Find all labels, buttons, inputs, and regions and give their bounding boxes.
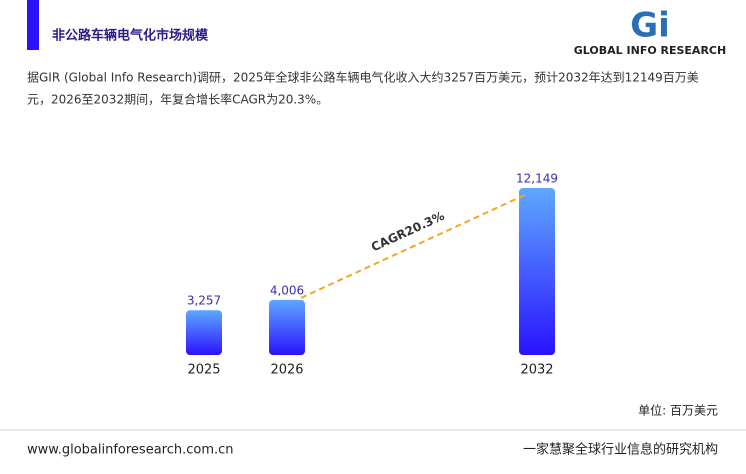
x-tick-label: 2032 — [520, 363, 553, 378]
value-label: 3,257 — [187, 294, 221, 308]
bar — [519, 188, 555, 355]
footer-url: www.globalinforesearch.com.cn — [27, 443, 234, 458]
cagr-line — [300, 193, 528, 299]
x-tick-label: 2025 — [187, 363, 220, 378]
footer-tagline: 一家慧聚全球行业信息的研究机构 — [523, 442, 718, 458]
page-title: 非公路车辆电气化市场规模 — [52, 28, 209, 44]
cagr-annotation: CAGR20.3% — [369, 209, 446, 255]
value-label: 12,149 — [516, 172, 558, 186]
title-accent — [27, 0, 39, 50]
unit-label: 单位: 百万美元 — [638, 403, 718, 418]
description-line: 元，2026至2032期间，年复合增长率CAGR为20.3%。 — [27, 92, 328, 107]
bar — [269, 299, 305, 355]
description-line: 据GIR (Global Info Research)调研，2025年全球非公路… — [27, 70, 699, 85]
logo-mark: Gi — [630, 6, 670, 46]
chart: 3,257 2025 4,006 2026 12,149 2032 CAGR20.3% — [186, 172, 558, 378]
x-tick-label: 2026 — [270, 363, 303, 378]
value-label: 4,006 — [270, 283, 304, 297]
logo-text: GLOBAL INFO RESEARCH — [574, 44, 726, 57]
bar — [186, 310, 222, 355]
